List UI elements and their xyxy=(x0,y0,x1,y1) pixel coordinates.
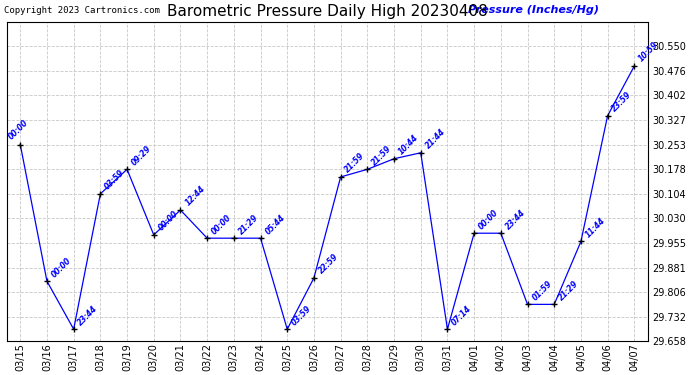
Text: 21:59: 21:59 xyxy=(344,152,367,175)
Text: 03:59: 03:59 xyxy=(103,168,126,192)
Text: 07:14: 07:14 xyxy=(450,304,473,327)
Text: 10:44: 10:44 xyxy=(397,133,420,157)
Text: 12:44: 12:44 xyxy=(184,184,206,208)
Text: 22:59: 22:59 xyxy=(317,252,340,276)
Text: 23:44: 23:44 xyxy=(77,304,100,327)
Text: 10:59: 10:59 xyxy=(637,40,660,64)
Text: Copyright 2023 Cartronics.com: Copyright 2023 Cartronics.com xyxy=(3,6,159,15)
Text: 21:59: 21:59 xyxy=(370,144,393,167)
Text: Pressure (Inches/Hg): Pressure (Inches/Hg) xyxy=(469,5,599,15)
Text: 00:00: 00:00 xyxy=(157,209,180,233)
Text: 01:59: 01:59 xyxy=(531,279,553,302)
Text: 00:00: 00:00 xyxy=(6,118,30,141)
Text: 21:29: 21:29 xyxy=(237,213,260,236)
Text: 11:44: 11:44 xyxy=(584,216,607,239)
Text: 05:44: 05:44 xyxy=(264,213,286,236)
Text: 23:44: 23:44 xyxy=(504,208,527,231)
Text: 00:00: 00:00 xyxy=(210,213,233,236)
Text: 09:29: 09:29 xyxy=(130,144,153,167)
Text: 00:00: 00:00 xyxy=(50,256,73,279)
Text: 03:59: 03:59 xyxy=(290,304,313,327)
Text: 23:59: 23:59 xyxy=(611,90,633,114)
Text: 21:29: 21:29 xyxy=(557,279,580,302)
Text: 00:00: 00:00 xyxy=(477,208,500,231)
Title: Barometric Pressure Daily High 20230408: Barometric Pressure Daily High 20230408 xyxy=(167,4,488,19)
Text: 21:44: 21:44 xyxy=(424,127,447,151)
